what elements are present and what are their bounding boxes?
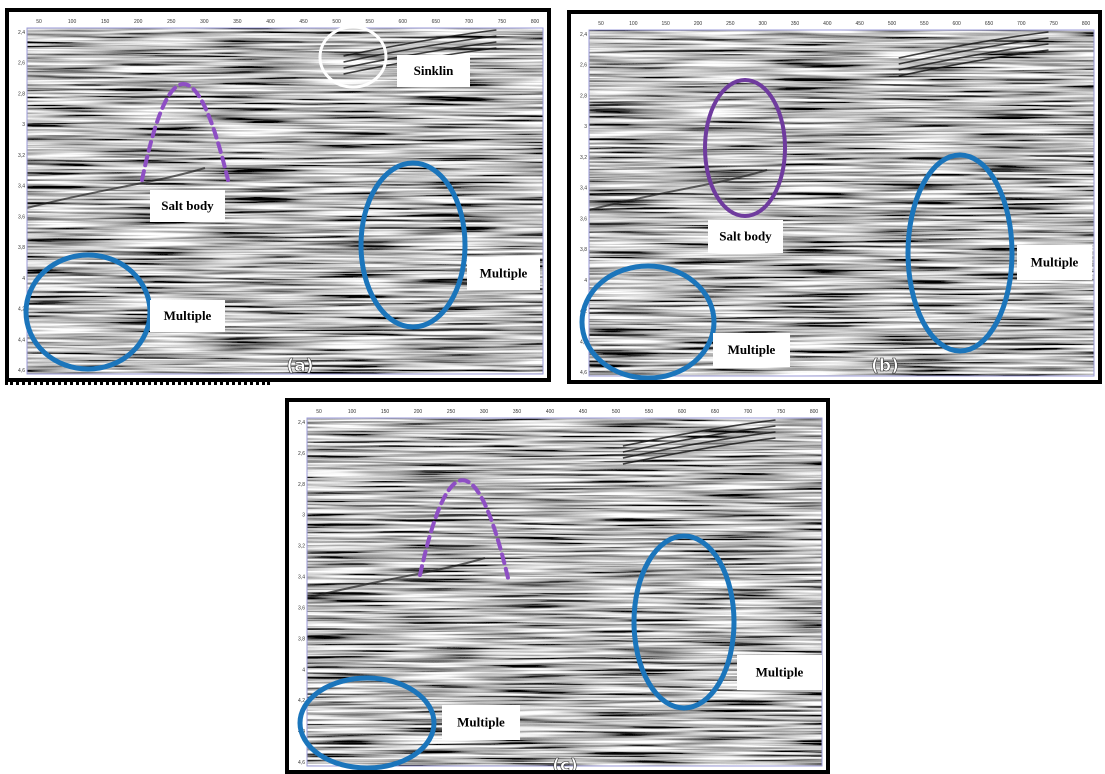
x-tick-label: 100 [68, 19, 77, 25]
y-tick-label: 2,6 [298, 451, 305, 457]
x-tick-label: 550 [365, 19, 374, 25]
x-tick-label: 300 [200, 19, 209, 25]
x-tick-label: 800 [1082, 21, 1091, 27]
x-tick-label: 150 [381, 409, 390, 415]
x-tick-label: 300 [480, 409, 489, 415]
y-tick-label: 2,4 [298, 420, 305, 426]
seismic-image [307, 418, 822, 766]
panel-label: (a) [286, 356, 313, 376]
x-tick-label: 550 [645, 409, 654, 415]
y-tick-label: 4 [302, 667, 305, 673]
y-tick-label: 2,8 [18, 91, 25, 97]
x-tick-label: 700 [744, 409, 753, 415]
x-tick-label: 800 [810, 409, 819, 415]
annotation-label: Multiple [728, 342, 776, 357]
x-tick-label: 350 [791, 21, 800, 27]
x-tick-label: 250 [726, 21, 735, 27]
seismic-panel: 50 100 150 200 250 300 350 400 450 500 550 600 650 70… [5, 8, 551, 382]
seismic-panel: 50 100 150 200 250 300 350 400 450 500 550 600 650 70… [285, 398, 830, 774]
seismic-panel: 50 100 150 200 250 300 350 400 450 500 550 600 650 70… [567, 10, 1102, 384]
annotation-label: Salt body [161, 198, 214, 213]
panel-label: (b) [871, 356, 899, 376]
y-tick-label: 4 [22, 276, 25, 282]
y-tick-label: 2,8 [298, 482, 305, 488]
page: (() => { const data = JSON.parse(documen… [0, 0, 1105, 774]
y-tick-label: 3,8 [298, 636, 305, 642]
y-tick-label: 4,4 [18, 337, 25, 343]
x-tick-label: 500 [612, 409, 621, 415]
y-tick-label: 2,4 [580, 32, 587, 38]
x-tick-label: 200 [414, 409, 423, 415]
x-tick-label: 750 [498, 19, 507, 25]
x-tick-label: 450 [579, 409, 588, 415]
annotation-label: Multiple [480, 266, 528, 281]
y-tick-label: 3,8 [580, 247, 587, 253]
x-tick-label: 350 [233, 19, 242, 25]
dashed-rule [5, 382, 270, 385]
x-tick-label: 50 [316, 409, 322, 415]
x-tick-label: 750 [777, 409, 786, 415]
y-tick-label: 3,4 [298, 575, 305, 581]
y-tick-label: 4,6 [18, 368, 25, 374]
x-tick-label: 650 [711, 409, 720, 415]
x-tick-label: 200 [694, 21, 703, 27]
x-tick-label: 500 [888, 21, 897, 27]
x-tick-label: 600 [399, 19, 408, 25]
x-tick-label: 800 [531, 19, 540, 25]
y-tick-label: 3,6 [18, 214, 25, 220]
y-tick-label: 4,6 [580, 370, 587, 376]
x-tick-label: 750 [1049, 21, 1058, 27]
x-tick-label: 350 [513, 409, 522, 415]
x-tick-label: 100 [629, 21, 638, 27]
x-tick-label: 150 [101, 19, 110, 25]
x-tick-label: 50 [36, 19, 42, 25]
y-tick-label: 3,2 [298, 544, 305, 550]
x-tick-label: 150 [661, 21, 670, 27]
x-tick-label: 600 [952, 21, 961, 27]
x-tick-label: 450 [855, 21, 864, 27]
x-tick-label: 550 [920, 21, 929, 27]
x-tick-label: 100 [348, 409, 357, 415]
x-tick-label: 700 [1017, 21, 1026, 27]
x-tick-label: 400 [823, 21, 832, 27]
annotation-label: Salt body [719, 229, 772, 244]
y-tick-label: 3 [22, 122, 25, 128]
y-tick-label: 2,6 [580, 63, 587, 69]
x-tick-label: 650 [432, 19, 441, 25]
y-tick-label: 3 [584, 124, 587, 130]
seismic-image [589, 30, 1094, 376]
x-tick-label: 50 [598, 21, 604, 27]
y-tick-label: 3,4 [18, 184, 25, 190]
x-tick-label: 300 [758, 21, 767, 27]
x-tick-label: 200 [134, 19, 143, 25]
x-tick-label: 650 [985, 21, 994, 27]
y-tick-label: 2,4 [18, 30, 25, 36]
y-tick-label: 3,6 [298, 605, 305, 611]
x-tick-label: 450 [299, 19, 308, 25]
y-tick-label: 3,8 [18, 245, 25, 251]
y-tick-label: 2,6 [18, 61, 25, 67]
y-tick-label: 4 [584, 278, 587, 284]
y-tick-label: 3,2 [18, 153, 25, 159]
y-tick-label: 3,4 [580, 186, 587, 192]
x-tick-label: 700 [465, 19, 474, 25]
x-tick-label: 400 [266, 19, 275, 25]
annotation-label: Multiple [164, 308, 212, 323]
x-tick-label: 600 [678, 409, 687, 415]
annotation-label: Multiple [1031, 255, 1079, 270]
y-tick-label: 3,2 [580, 155, 587, 161]
x-tick-label: 250 [167, 19, 176, 25]
annotation-label: Sinklin [414, 63, 455, 78]
y-tick-label: 2,8 [580, 93, 587, 99]
y-tick-label: 4,6 [298, 760, 305, 766]
x-tick-label: 400 [546, 409, 555, 415]
x-tick-label: 250 [447, 409, 456, 415]
y-tick-label: 3 [302, 513, 305, 519]
y-tick-label: 3,6 [580, 216, 587, 222]
annotation-label: Multiple [457, 715, 505, 730]
x-tick-label: 500 [332, 19, 341, 25]
annotation-label: Multiple [756, 665, 804, 680]
